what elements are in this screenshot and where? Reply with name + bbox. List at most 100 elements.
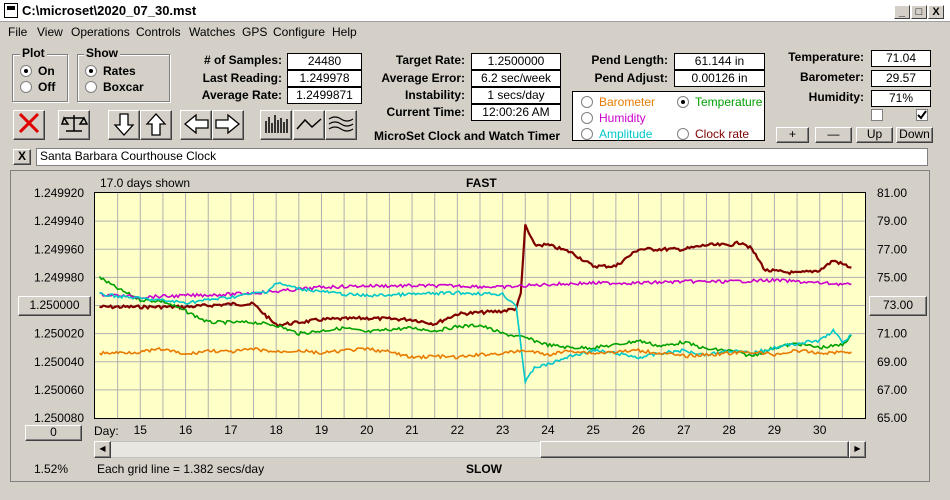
- series-line-temperature: [98, 275, 852, 358]
- plot-off-label: Off: [38, 80, 56, 94]
- x-tick-label: 21: [405, 423, 419, 437]
- average-error-value: 6.2 sec/week: [471, 70, 561, 87]
- balance-button[interactable]: [58, 110, 90, 140]
- scale-minus-button[interactable]: —: [815, 127, 852, 143]
- menu-configure[interactable]: Configure: [273, 25, 326, 39]
- checkbox-right[interactable]: [916, 109, 928, 121]
- target-rate-label: Target Rate:: [395, 53, 465, 67]
- arrow-up-button[interactable]: [140, 110, 172, 140]
- fast-label: FAST: [466, 176, 497, 190]
- percent-label: 1.52%: [34, 462, 69, 476]
- temperature-label: Temperature: [695, 95, 763, 109]
- y-right-tick-label: 79.00: [877, 214, 907, 228]
- line-view-button[interactable]: [293, 110, 325, 140]
- x-tick-label: 18: [269, 423, 283, 437]
- day-axis-label: Day:: [94, 424, 119, 438]
- y-right-tick-label: 71.00: [877, 327, 907, 341]
- y-left-tick-label: 1.249940: [34, 214, 84, 228]
- arrow-left-button[interactable]: [180, 110, 212, 140]
- chart-panel: [10, 170, 930, 482]
- show-rates-radio[interactable]: [85, 65, 97, 77]
- menu-controls[interactable]: Controls: [136, 25, 181, 39]
- humidity-env-value: 71%: [871, 90, 931, 107]
- y-right-tick-label: 67.00: [877, 383, 907, 397]
- checkbox-left[interactable]: [871, 109, 883, 121]
- amplitude-radio[interactable]: [581, 128, 593, 140]
- plot-off-radio[interactable]: [20, 81, 32, 93]
- menu-operations[interactable]: Operations: [71, 25, 130, 39]
- y-left-tick-label: 1.250020: [34, 327, 84, 341]
- barometer-label: Barometer: [599, 95, 656, 109]
- scroll-thumb[interactable]: [540, 441, 849, 458]
- temperature-radio[interactable]: [677, 96, 689, 108]
- menu-bar: File View Operations Controls Watches GP…: [0, 22, 950, 42]
- bar-chart-icon: [265, 115, 288, 133]
- x-tick-label: 25: [587, 423, 601, 437]
- last-reading-value: 1.249978: [287, 70, 362, 87]
- maximize-button[interactable]: □: [911, 5, 927, 19]
- grid-note-label: Each grid line = 1.382 secs/day: [97, 462, 265, 476]
- clock-rate-label: Clock rate: [695, 127, 750, 141]
- pend-length-label: Pend Length:: [591, 53, 668, 67]
- samples-value: 24480: [287, 53, 362, 70]
- arrow-down-button[interactable]: [108, 110, 140, 140]
- x-tick-label: 15: [134, 423, 148, 437]
- y-right-tick-label: 77.00: [877, 242, 907, 256]
- scroll-right-button[interactable]: ▶: [849, 441, 866, 458]
- y-right-tick-label: 81.00: [877, 186, 907, 200]
- slow-label: SLOW: [466, 462, 502, 476]
- days-shown-label: 17.0 days shown: [100, 176, 191, 190]
- close-button[interactable]: X: [928, 5, 944, 19]
- y-right-tick-label: 65.00: [877, 411, 907, 425]
- x-tick-label: 17: [224, 423, 238, 437]
- sensor-select-box: [572, 91, 765, 141]
- minimize-button[interactable]: _: [894, 5, 910, 19]
- boxcar-view-button[interactable]: [325, 110, 357, 140]
- average-rate-value: 1.2499871: [287, 87, 362, 104]
- left-value-button[interactable]: 0: [25, 425, 82, 441]
- menu-view[interactable]: View: [37, 25, 63, 39]
- humidity-env-label: Humidity:: [808, 90, 864, 104]
- menu-watches[interactable]: Watches: [189, 25, 236, 39]
- center-right-button[interactable]: 73.00: [869, 296, 927, 316]
- menu-gps[interactable]: GPS: [242, 25, 268, 39]
- app-icon[interactable]: [4, 3, 18, 18]
- plot-on-radio[interactable]: [20, 65, 32, 77]
- last-reading-label: Last Reading:: [202, 71, 282, 85]
- menu-help[interactable]: Help: [332, 25, 357, 39]
- x-tick-label: 27: [677, 423, 691, 437]
- scroll-left-button[interactable]: ◀: [94, 441, 111, 458]
- temperature-env-label: Temperature:: [788, 50, 864, 64]
- red-x-icon: [18, 112, 40, 134]
- x-tick-label: 26: [632, 423, 646, 437]
- bar-view-button[interactable]: [260, 110, 292, 140]
- watch-name-input[interactable]: Santa Barbara Courthouse Clock: [36, 148, 928, 166]
- arrow-right-button[interactable]: [212, 110, 244, 140]
- barometer-radio[interactable]: [581, 96, 593, 108]
- series-line-barometer: [99, 347, 852, 360]
- show-boxcar-radio[interactable]: [85, 81, 97, 93]
- average-rate-label: Average Rate:: [201, 88, 282, 102]
- y-left-tick-label: 1.250040: [34, 355, 84, 369]
- clock-rate-radio[interactable]: [677, 128, 689, 140]
- plot-on-label: On: [38, 64, 55, 78]
- x-tick-label: 23: [496, 423, 510, 437]
- humidity-label: Humidity: [599, 111, 646, 125]
- humidity-radio[interactable]: [581, 112, 593, 124]
- scale-plus-button[interactable]: +: [776, 127, 809, 143]
- y-left-tick-label: 1.250080: [34, 411, 84, 425]
- menu-file[interactable]: File: [8, 25, 28, 39]
- window-title: C:\microset\2020_07_30.mst: [22, 3, 197, 18]
- y-left-tick-label: 1.249980: [34, 270, 84, 284]
- center-left-button[interactable]: 1.250000: [18, 296, 91, 316]
- watch-close-button[interactable]: X: [13, 149, 31, 165]
- y-left-tick-label: 1.249920: [34, 186, 84, 200]
- stop-button[interactable]: [13, 110, 45, 140]
- scale-down-button[interactable]: Down: [896, 127, 933, 143]
- x-tick-label: 24: [541, 423, 555, 437]
- show-group: [77, 54, 170, 102]
- scale-up-button[interactable]: Up: [856, 127, 893, 143]
- arrow-right-icon: [215, 113, 241, 135]
- average-error-label: Average Error:: [381, 71, 465, 85]
- instability-label: Instability:: [404, 88, 465, 102]
